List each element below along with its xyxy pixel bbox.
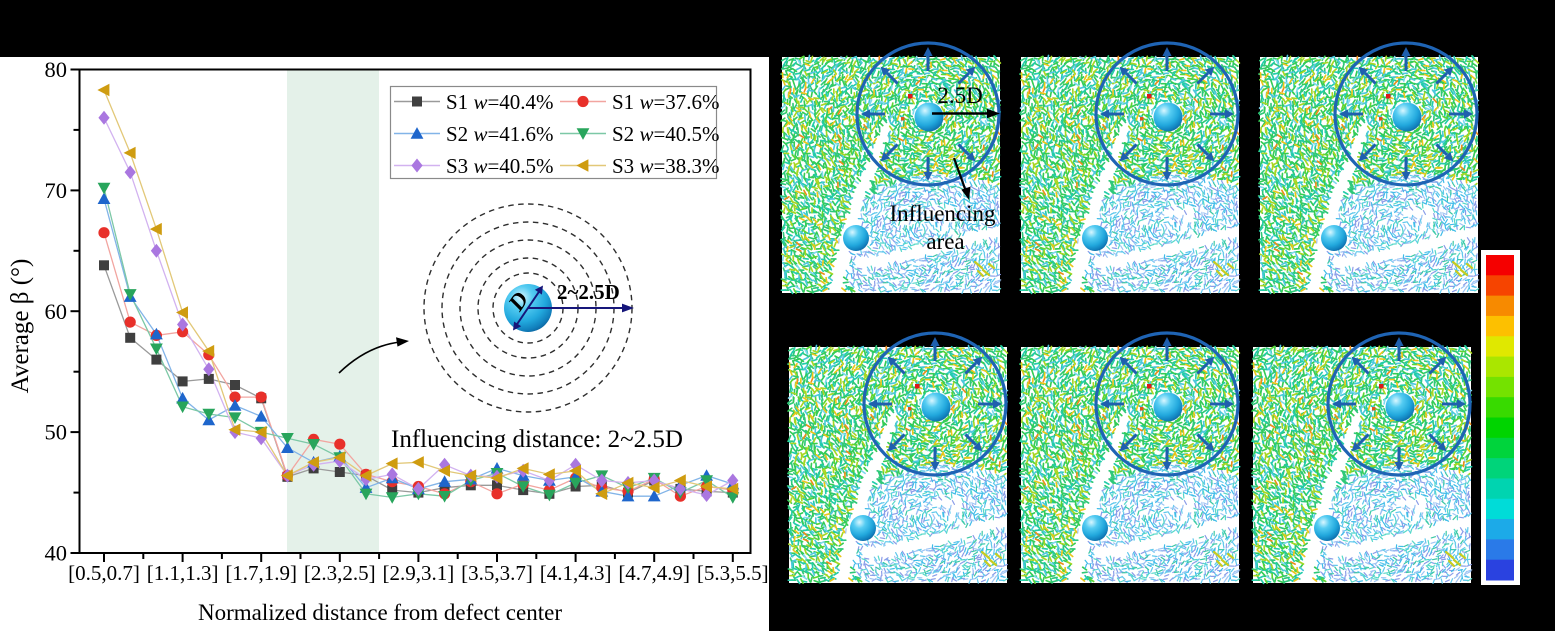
- svg-text:S1 w=40.4%: S1 w=40.4%: [446, 90, 554, 114]
- svg-text:[4.7,4.9]: [4.7,4.9]: [618, 561, 690, 585]
- svg-text:[4.1,4.3]: [4.1,4.3]: [540, 561, 612, 585]
- svg-text:70: 70: [45, 178, 68, 203]
- svg-text:[1.1,1.3]: [1.1,1.3]: [147, 561, 219, 585]
- svg-text:[3.5,3.7]: [3.5,3.7]: [461, 561, 533, 585]
- svg-text:Normalized distance from defec: Normalized distance from defect center: [198, 600, 562, 625]
- svg-text:[2.9,3.1]: [2.9,3.1]: [383, 561, 455, 585]
- svg-text:2~2.5D: 2~2.5D: [557, 280, 620, 304]
- svg-text:S3 w=38.3%: S3 w=38.3%: [612, 154, 720, 178]
- svg-text:[0.5,0.7]: [0.5,0.7]: [68, 561, 140, 585]
- svg-text:50: 50: [45, 420, 68, 445]
- svg-text:Average β (°): Average β (°): [7, 259, 34, 394]
- svg-text:area: area: [926, 229, 964, 254]
- svg-text:2.5D: 2.5D: [937, 83, 982, 108]
- svg-text:[1.7,1.9]: [1.7,1.9]: [225, 561, 297, 585]
- svg-text:[2.3,2.5]: [2.3,2.5]: [304, 561, 376, 585]
- svg-text:S1 w=37.6%: S1 w=37.6%: [612, 90, 720, 114]
- svg-text:S3 w=40.5%: S3 w=40.5%: [446, 154, 554, 178]
- svg-text:Influencing distance: 2~2.5D: Influencing distance: 2~2.5D: [391, 426, 683, 453]
- svg-text:S2 w=41.6%: S2 w=41.6%: [446, 122, 554, 146]
- svg-text:80: 80: [45, 57, 68, 82]
- svg-text:60: 60: [45, 299, 68, 324]
- svg-text:Influencing: Influencing: [889, 201, 996, 226]
- svg-text:40: 40: [45, 541, 68, 566]
- svg-text:[5.3,5.5]: [5.3,5.5]: [697, 561, 769, 585]
- svg-text:S2 w=40.5%: S2 w=40.5%: [612, 122, 720, 146]
